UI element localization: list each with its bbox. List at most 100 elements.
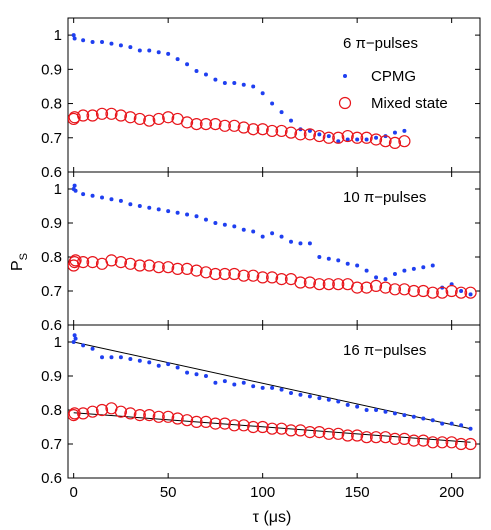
cpmg-point (185, 370, 190, 375)
y-tick-label: 0.9 (41, 368, 62, 385)
cpmg-point (203, 217, 208, 222)
mixed-state-point (256, 271, 269, 284)
cpmg-point (222, 379, 227, 384)
mixed-state-point (417, 284, 430, 298)
cpmg-point (355, 404, 360, 409)
cpmg-point (81, 343, 86, 348)
mixed-state-point (228, 267, 241, 281)
mixed-state-point (332, 427, 345, 440)
mixed-state-point (369, 431, 383, 444)
cpmg-point (232, 81, 237, 86)
cpmg-point (185, 62, 190, 67)
legend: CPMG Mixed state (338, 68, 448, 112)
mixed-state-point (190, 117, 203, 131)
cpmg-point (430, 418, 435, 423)
mixed-state-point (171, 262, 184, 275)
y-axis-title-subscript: S (18, 253, 30, 260)
mixed-state-point (199, 266, 213, 279)
x-tick-label: 0 (69, 484, 77, 501)
mixed-state-point (445, 284, 458, 298)
cpmg-point (298, 392, 303, 397)
cpmg-point (100, 355, 105, 360)
legend-mixed-marker (338, 96, 352, 110)
mixed-state-point (95, 403, 109, 417)
mixed-state-point (303, 426, 317, 439)
mixed-state-point (313, 129, 326, 143)
mixed-state-point (162, 410, 175, 423)
cpmg-point (411, 414, 416, 419)
cpmg-point (298, 241, 303, 246)
mixed-state-point (284, 126, 298, 139)
cpmg-point (260, 91, 265, 96)
cpmg-point (307, 128, 312, 133)
mixed-state-point (341, 129, 354, 143)
panel-1: 0.6 0.7 0.8 0.9 1 6 π−pulses CPMG Mixed state (41, 17, 481, 181)
cpmg-point (71, 340, 76, 344)
cpmg-point (156, 207, 161, 212)
cpmg-point (326, 134, 331, 139)
cpmg-point (194, 69, 199, 74)
mixed-state-point (455, 286, 468, 299)
mixed-state-point (303, 276, 317, 289)
mixed-state-point (124, 407, 137, 420)
cpmg-point (128, 202, 133, 207)
cpmg-point (336, 139, 341, 144)
mixed-state-point (436, 436, 449, 449)
cpmg-point (307, 394, 312, 399)
panel-annotation: 16 π−pulses (343, 342, 426, 359)
mixed-state-point (455, 437, 468, 451)
cpmg-point (289, 391, 294, 395)
cpmg-point (279, 234, 284, 239)
mixed-state-point (133, 409, 146, 422)
cpmg-point (440, 421, 445, 426)
mixed-state-point (152, 410, 165, 423)
cpmg-point (289, 239, 294, 244)
cpmg-point (156, 363, 161, 368)
mixed-state-point (114, 405, 128, 418)
cpmg-point (175, 210, 180, 215)
cpmg-point (260, 234, 265, 239)
mixed-state-point (114, 109, 128, 122)
y-tick-label: 0.7 (41, 436, 62, 453)
cpmg-point (109, 41, 114, 46)
mixed-state-point (398, 135, 411, 148)
mixed-state-point (228, 419, 241, 432)
mixed-state-point (180, 414, 194, 427)
cpmg-point (317, 132, 322, 137)
cpmg-point (175, 57, 180, 62)
cpmg-point (336, 399, 341, 404)
mixed-state-point (209, 267, 222, 281)
cpmg-point (185, 212, 190, 217)
legend-cpmg-marker (343, 74, 347, 78)
y-tick-label: 0.8 (41, 249, 62, 266)
cpmg-point (90, 39, 95, 44)
cpmg-point (166, 209, 171, 214)
mixed-state-point (237, 419, 250, 432)
mixed-state-point (143, 114, 156, 127)
cpmg-point (468, 292, 473, 297)
cpmg-point (147, 360, 152, 365)
cpmg-point (222, 222, 227, 227)
cpmg-point (374, 408, 379, 412)
cpmg-point (326, 256, 331, 261)
mixed-state-point (322, 427, 335, 440)
mixed-state-point (218, 417, 231, 430)
cpmg-point (411, 266, 416, 271)
mixed-state-point (379, 135, 392, 148)
mixed-state-point (190, 264, 203, 277)
mixed-state-point (426, 436, 439, 449)
y-tick-label: 0.6 (41, 317, 62, 334)
cpmg-point (81, 38, 86, 43)
cpmg-point (345, 261, 350, 266)
cpmg-point (72, 183, 77, 188)
mixed-state-point (322, 278, 335, 291)
cpmg-point (317, 396, 322, 401)
cpmg-point (430, 263, 435, 268)
cpmg-point (251, 84, 256, 89)
mixed-state-point (332, 278, 345, 291)
cpmg-point (270, 385, 275, 390)
cpmg-point (156, 50, 161, 55)
mixed-state-point (379, 431, 392, 444)
cpmg-point (383, 277, 388, 282)
